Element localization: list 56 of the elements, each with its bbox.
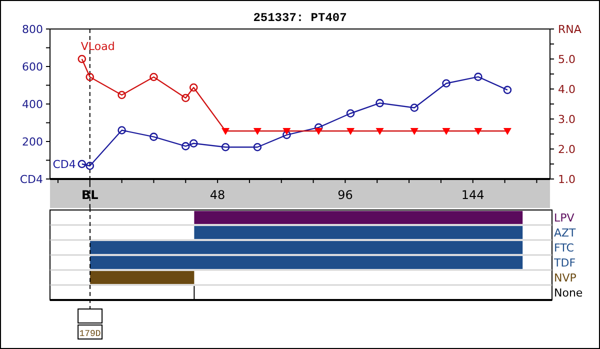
point [221,142,230,152]
y-tick-label: 800 [22,23,43,36]
y-tick-label: TDF [553,256,576,270]
point [442,128,450,135]
y-tick-label: AZT [554,226,576,240]
y2-tick-label: 1.0 [558,173,576,186]
point [78,160,86,168]
series-label: VLoad [80,40,115,53]
point [253,142,262,152]
y-tick-label: FTC [554,242,574,254]
point [222,128,230,135]
y2-tick-label: 4.0 [558,83,576,96]
y-tick-label: 600 [22,60,43,74]
point [410,128,418,135]
point [282,130,291,140]
point [118,90,126,100]
point [118,126,126,134]
point [474,72,482,81]
point [376,98,384,108]
y-tick-label: 400 [22,98,43,111]
point [346,128,355,135]
point [474,128,482,135]
y-tick-label: None [554,286,583,300]
y-tick-label: NVP [554,272,577,284]
point [189,139,198,148]
y2-tick-label: 3.0 [558,113,576,126]
point [181,142,190,150]
y-tick-label: LPV [554,212,575,224]
x-tick-label: BL [81,188,99,202]
point [78,54,86,64]
point [442,79,450,88]
point [376,128,384,135]
point [346,109,355,118]
chart-title: 251337: PT407 [253,11,347,25]
point [86,162,94,170]
point [150,72,158,82]
point [503,128,512,135]
ref-line-label: 179D [79,329,101,339]
point [181,94,190,102]
y-tick-label: 200 [22,136,43,148]
y2-tick-label: RNA [558,23,582,36]
x-tick-label: 96 [338,188,353,202]
point [503,86,512,94]
point [150,132,158,141]
point [86,72,94,82]
point [314,128,323,135]
point [282,128,291,135]
y-tick-label: CD4 [20,173,43,186]
series-label: CD4 [52,158,76,171]
point [253,128,262,135]
y2-tick-label: 5.0 [558,53,576,66]
x-tick-label: 48 [210,188,226,202]
point [189,83,198,92]
y2-tick-label: 2.0 [558,143,576,156]
point [410,104,419,112]
x-tick-label: 144 [461,188,484,202]
